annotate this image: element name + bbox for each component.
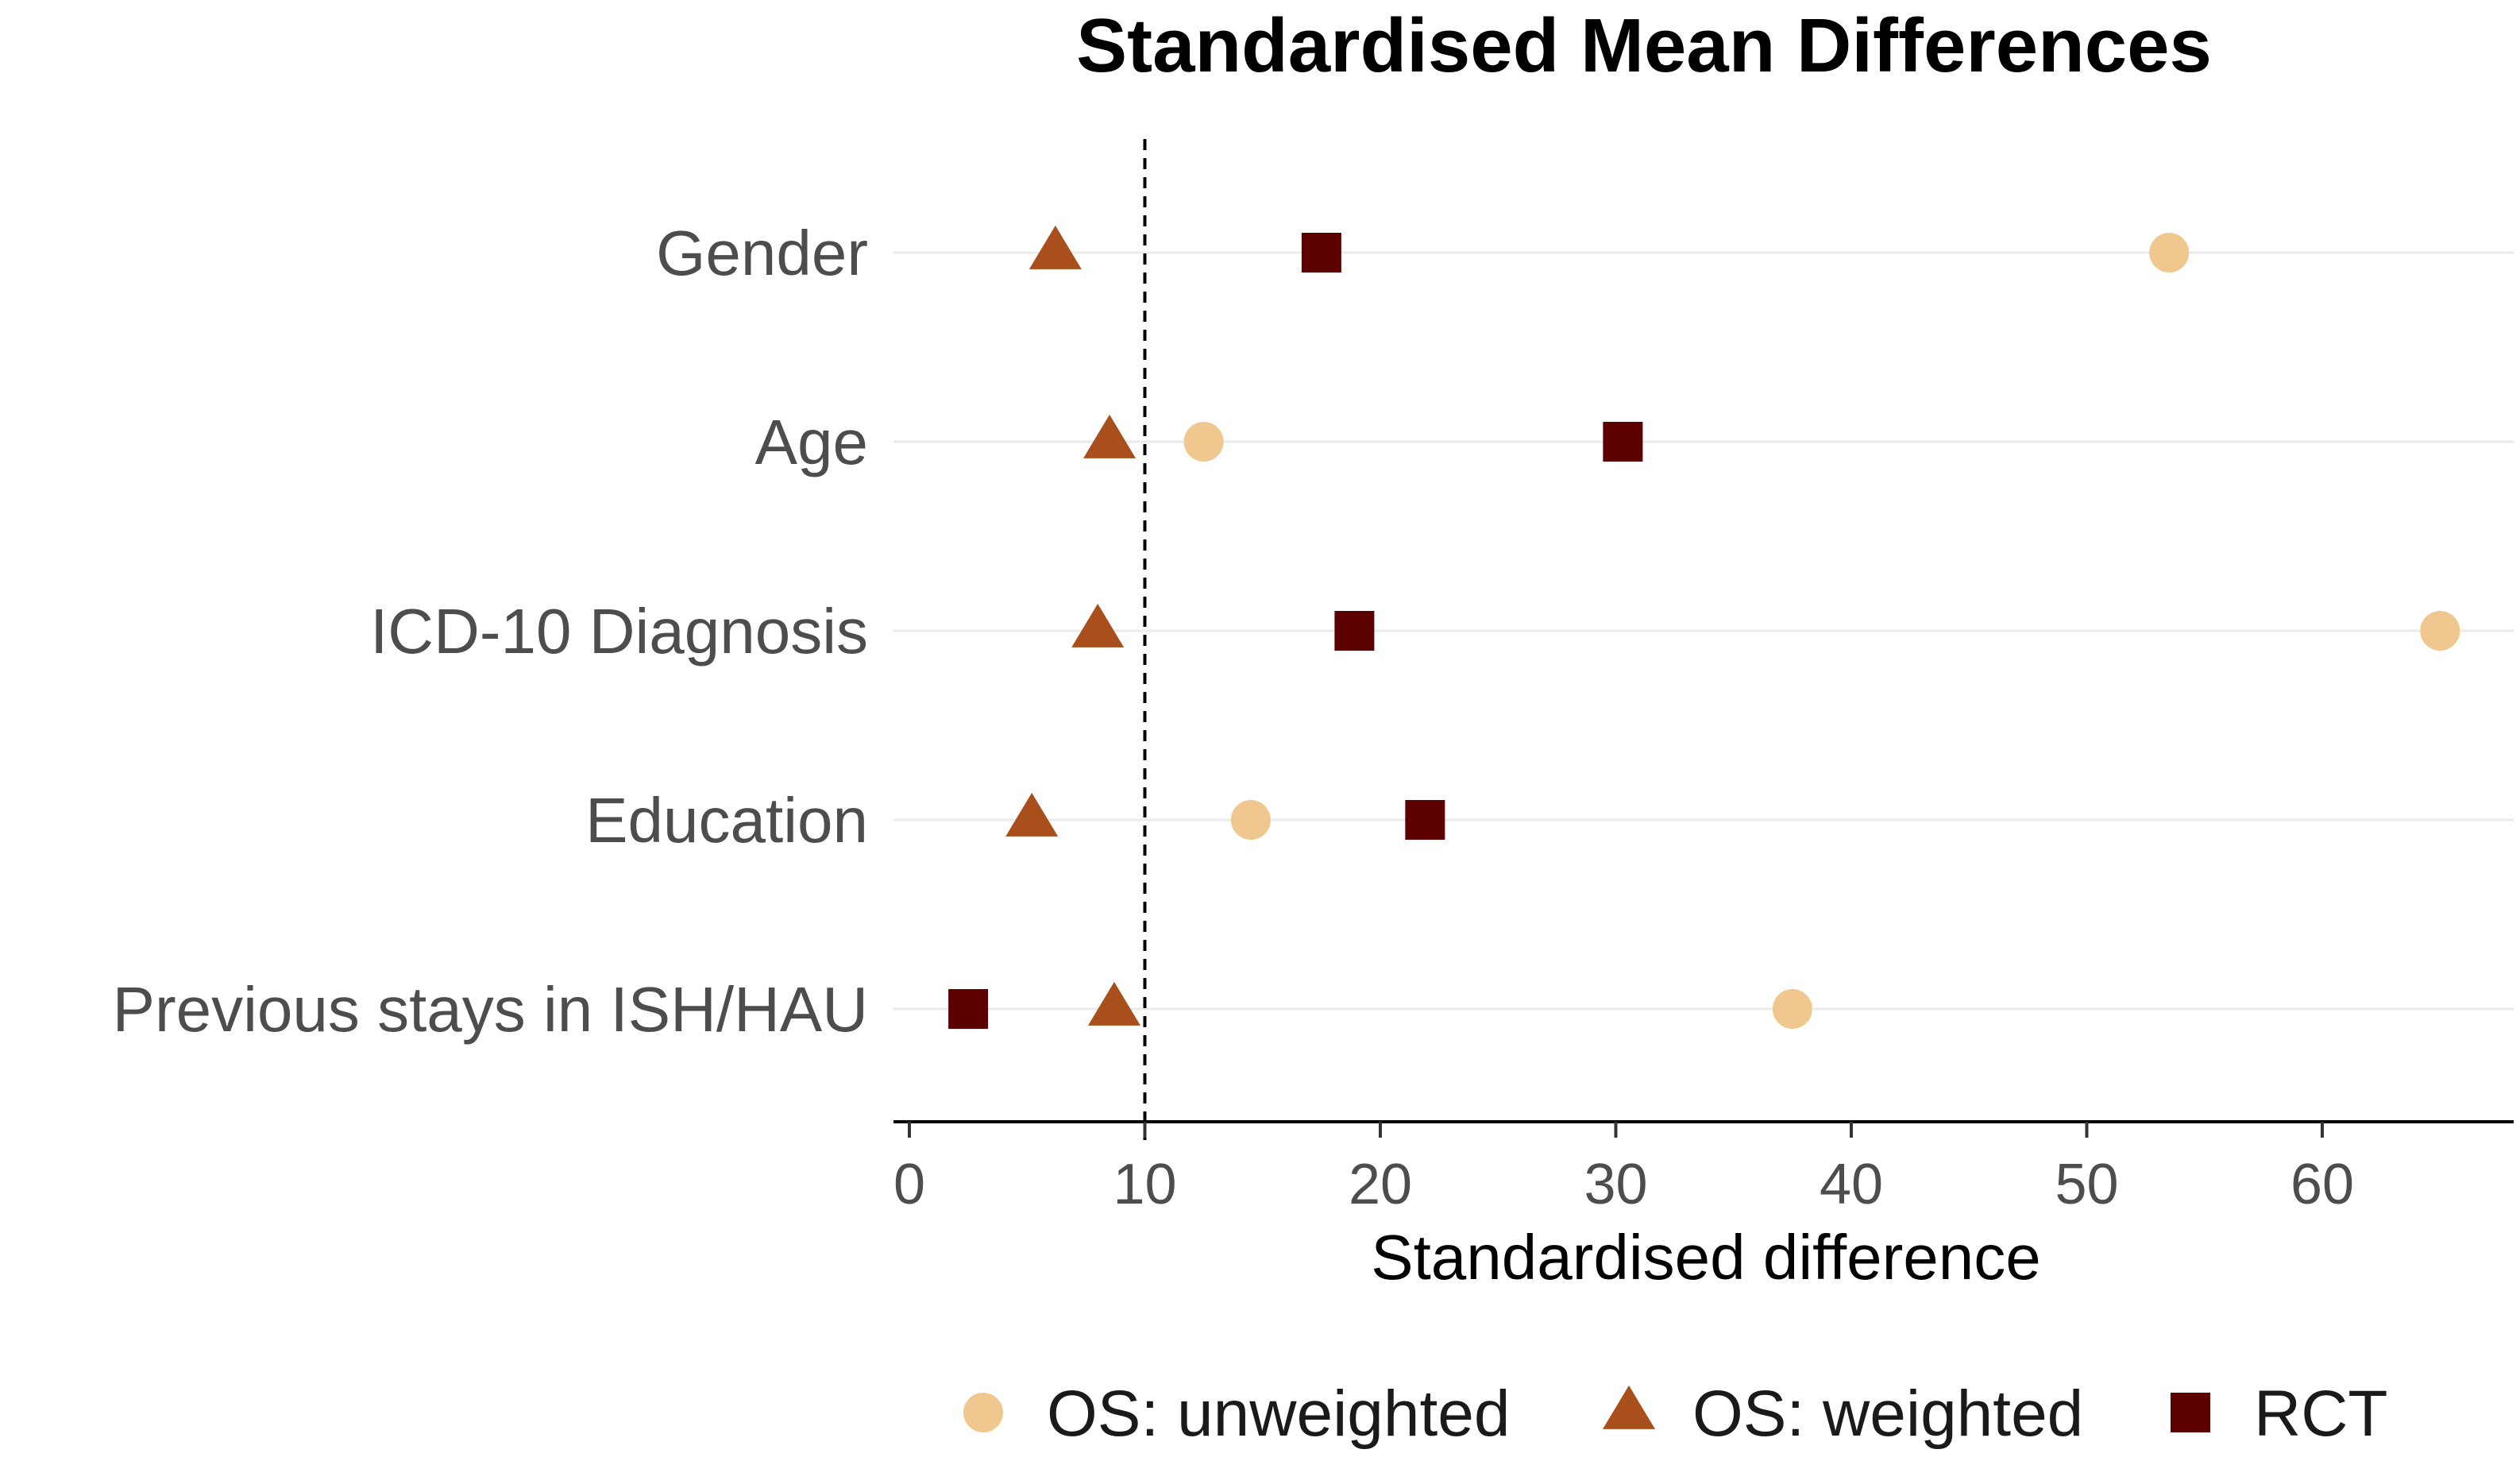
legend-key-circle — [963, 1393, 1003, 1432]
legend-label: OS: unweighted — [1047, 1378, 1511, 1450]
x-axis-title-layer: Standardised difference — [1371, 1222, 2041, 1293]
category-labels: Gender Age ICD-10 Diagnosis Education Previo… — [113, 218, 868, 1045]
point-square — [948, 989, 989, 1029]
x-tick-label: 30 — [1584, 1153, 1647, 1216]
point-triangle — [1005, 792, 1059, 837]
point-circle — [1183, 422, 1224, 462]
category-label: Gender — [656, 218, 868, 288]
point-square — [1405, 800, 1445, 840]
chart-title: Standardised Mean Differences — [1076, 3, 2212, 88]
x-tick-label: 10 — [1113, 1153, 1176, 1216]
title-layer: Standardised Mean Differences — [1076, 3, 2212, 88]
legend-key-triangle — [1603, 1385, 1655, 1429]
point-circle — [2420, 611, 2460, 651]
grid-layer — [893, 251, 2514, 1011]
legend-label: OS: weighted — [1692, 1378, 2083, 1450]
point-circle — [2149, 233, 2190, 272]
category-label: Previous stays in ISH/HAU — [113, 974, 868, 1045]
x-tick-label: 20 — [1349, 1153, 1412, 1216]
points-layer — [948, 225, 2460, 1029]
point-circle — [1772, 989, 1812, 1029]
legend: OS: unweighted OS: weighted RCT — [963, 1378, 2388, 1450]
x-tick-label: 50 — [2055, 1153, 2118, 1216]
point-square — [1603, 422, 1643, 462]
x-tick-label: 0 — [893, 1153, 925, 1216]
point-square — [1301, 233, 1341, 272]
category-label: Age — [755, 407, 868, 477]
x-tick-label: 60 — [2290, 1153, 2354, 1216]
point-triangle — [1083, 414, 1137, 458]
x-tick-label: 40 — [1820, 1153, 1883, 1216]
legend-key-square — [2171, 1393, 2210, 1432]
legend-label: RCT — [2254, 1378, 2388, 1450]
category-label: ICD-10 Diagnosis — [370, 596, 868, 667]
point-square — [1334, 611, 1375, 651]
category-label: Education — [585, 785, 868, 856]
point-triangle — [1071, 603, 1125, 647]
x-axis: 0 10 20 30 40 50 60 — [893, 1120, 2514, 1216]
point-triangle — [1028, 225, 1082, 269]
x-axis-title: Standardised difference — [1371, 1222, 2041, 1293]
point-triangle — [1087, 981, 1140, 1026]
point-circle — [1230, 800, 1271, 840]
